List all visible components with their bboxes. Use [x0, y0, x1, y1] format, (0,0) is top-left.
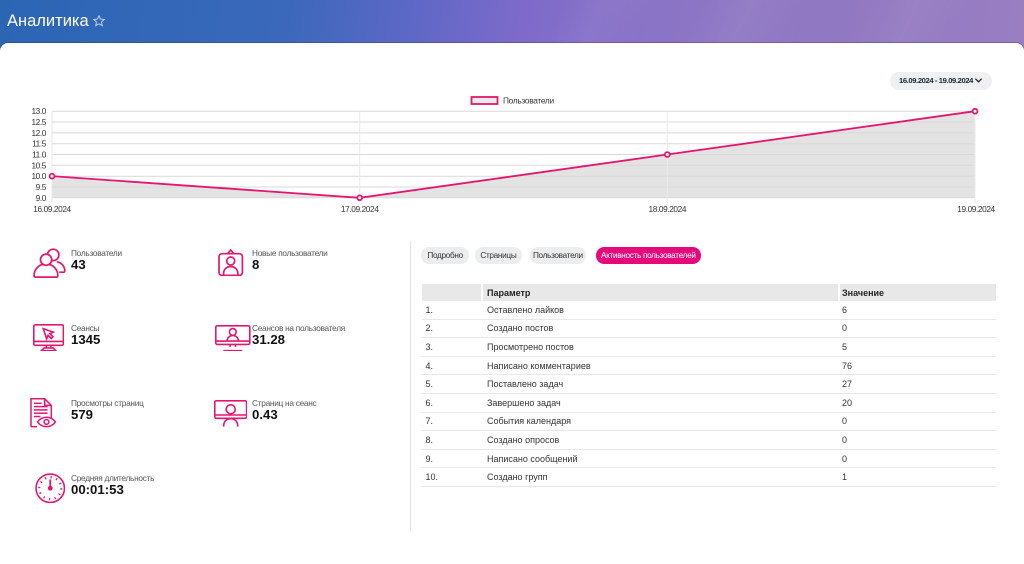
svg-text:13.0: 13.0 — [31, 106, 46, 116]
svg-text:16.09.2024: 16.09.2024 — [33, 204, 71, 214]
svg-text:11.0: 11.0 — [32, 150, 47, 160]
svg-text:18.09.2024: 18.09.2024 — [649, 204, 687, 214]
svg-text:9.5: 9.5 — [36, 182, 47, 192]
svg-text:10.0: 10.0 — [31, 171, 46, 181]
svg-text:19.09.2024: 19.09.2024 — [957, 204, 995, 214]
svg-text:11.5: 11.5 — [32, 139, 47, 149]
svg-text:9.0: 9.0 — [36, 193, 47, 203]
svg-text:10.5: 10.5 — [31, 160, 46, 170]
svg-text:Пользователи: Пользователи — [503, 96, 554, 106]
svg-text:12.0: 12.0 — [31, 128, 46, 138]
svg-text:12.5: 12.5 — [31, 117, 46, 127]
svg-text:17.09.2024: 17.09.2024 — [341, 204, 379, 214]
